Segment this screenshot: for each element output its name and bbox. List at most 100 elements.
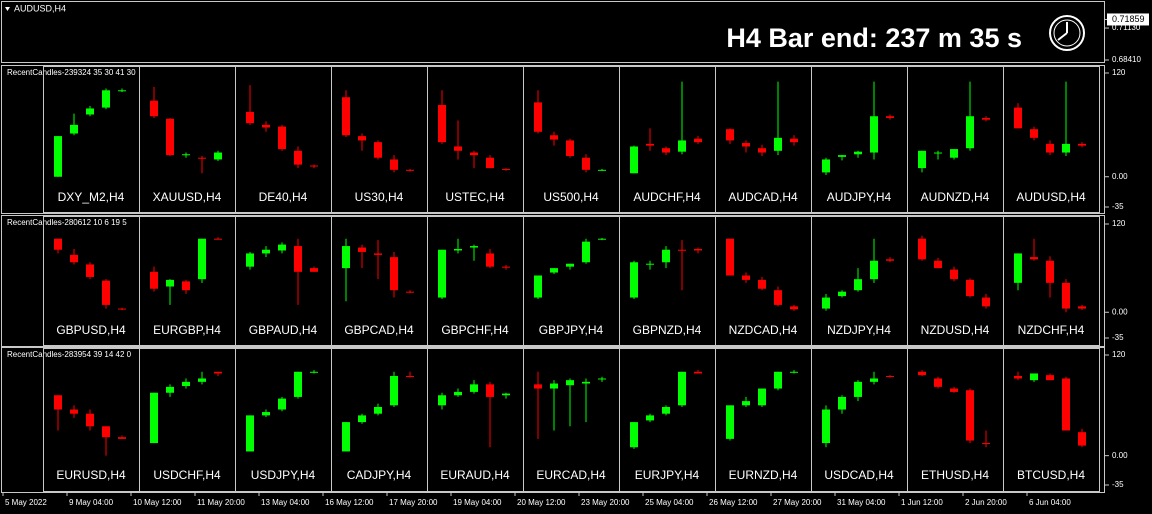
- candle-body: [182, 154, 190, 156]
- subwindow: [1, 65, 1105, 214]
- y-tick-label: 120: [1112, 350, 1126, 359]
- candle-body: [822, 159, 830, 173]
- indicator-label: RecentCandles-280612 10 6 19 5: [7, 218, 127, 227]
- candle-body: [742, 401, 750, 406]
- candle-body: [406, 291, 414, 293]
- candle-body: [822, 297, 830, 309]
- time-label: 25 May 04:00: [645, 498, 694, 507]
- candle-body: [390, 257, 398, 291]
- candle-body: [838, 396, 846, 410]
- menu-arrow[interactable]: [5, 7, 10, 11]
- candle-body: [470, 246, 478, 248]
- mini-chart-symbol: EURUSD,H4: [56, 468, 126, 482]
- candle-body: [54, 238, 62, 250]
- candle-body: [646, 415, 654, 421]
- mini-chart-symbol: USTEC,H4: [445, 190, 505, 204]
- candle-body: [470, 384, 478, 392]
- candle-body: [726, 238, 734, 276]
- mini-chart-symbol: EURJPY,H4: [635, 468, 700, 482]
- candle-body: [70, 254, 78, 263]
- candle-body: [86, 413, 94, 427]
- candle-body: [822, 409, 830, 444]
- candle-body: [870, 260, 878, 280]
- candle-body: [278, 398, 286, 410]
- candle-body: [534, 384, 542, 389]
- candle-body: [790, 306, 798, 310]
- mini-chart: [1003, 66, 1100, 213]
- candle-body: [454, 391, 462, 396]
- candle-body: [390, 159, 398, 170]
- time-label: 13 May 04:00: [261, 498, 310, 507]
- candle-body: [310, 371, 318, 373]
- candle-body: [198, 378, 206, 382]
- candle-body: [950, 149, 958, 158]
- time-label: 11 May 20:00: [197, 498, 245, 507]
- candle-body: [374, 142, 382, 158]
- mini-chart-symbol: AUDUSD,H4: [1016, 190, 1086, 204]
- candle-body: [198, 157, 206, 159]
- candle-body: [694, 371, 702, 374]
- candle-body: [486, 253, 494, 267]
- candle-body: [166, 279, 174, 287]
- candle-body: [534, 102, 542, 132]
- candle-body: [726, 405, 734, 439]
- candle-body: [630, 262, 638, 298]
- candle-body: [1062, 378, 1070, 431]
- time-label: 10 May 12:00: [133, 498, 182, 507]
- price-label: 0.71130: [1112, 23, 1141, 32]
- candle-body: [406, 375, 414, 377]
- candle-body: [1030, 257, 1038, 260]
- candle-body: [646, 143, 654, 146]
- mini-chart-symbol: XAUUSD,H4: [153, 190, 222, 204]
- indicator-label: RecentCandles-283954 39 14 42 0: [7, 350, 132, 359]
- candle-body: [886, 375, 894, 377]
- mini-chart-symbol: EURNZD,H4: [729, 468, 798, 482]
- mini-chart-symbol: CADJPY,H4: [347, 468, 412, 482]
- candle-body: [358, 415, 366, 423]
- candle-body: [854, 279, 862, 291]
- candle-body: [566, 263, 574, 267]
- candle-body: [374, 253, 382, 255]
- candle-body: [774, 290, 782, 305]
- candle-body: [934, 260, 942, 269]
- clock-icon: [1049, 15, 1085, 51]
- candle-body: [1078, 432, 1086, 446]
- candle-body: [934, 152, 942, 154]
- candle-body: [982, 297, 990, 307]
- candle-body: [1014, 375, 1022, 379]
- candle-body: [102, 426, 110, 438]
- y-tick-label: 0.00: [1112, 172, 1128, 181]
- mini-chart-symbol: AUDNZD,H4: [921, 190, 990, 204]
- mini-chart-symbol: DE40,H4: [259, 190, 308, 204]
- time-label: 23 May 20:00: [581, 498, 630, 507]
- candle-body: [86, 108, 94, 115]
- mini-chart-symbol: US30,H4: [355, 190, 404, 204]
- time-label: 27 May 20:00: [773, 498, 822, 507]
- candle-body: [1046, 375, 1054, 381]
- candle-body: [886, 259, 894, 261]
- candle-body: [262, 412, 270, 416]
- candle-body: [1046, 260, 1054, 283]
- candle-body: [598, 169, 606, 171]
- candle-body: [870, 116, 878, 153]
- mini-chart-symbol: NZDJPY,H4: [827, 323, 891, 337]
- candle-body: [390, 375, 398, 406]
- mini-chart-symbol: AUDJPY,H4: [827, 190, 892, 204]
- candle-body: [502, 168, 510, 170]
- candle-body: [582, 157, 590, 170]
- mini-chart-symbol: GBPAUD,H4: [249, 323, 318, 337]
- mini-chart-symbol: GBPNZD,H4: [633, 323, 702, 337]
- candle-body: [886, 116, 894, 118]
- candle-body: [582, 241, 590, 263]
- time-label: 5 May 2022: [5, 498, 47, 507]
- candle-body: [182, 281, 190, 291]
- candle-body: [294, 246, 302, 272]
- candle-body: [758, 388, 766, 406]
- candle-body: [150, 100, 158, 117]
- candle-body: [662, 148, 670, 153]
- y-tick-label: 0.00: [1112, 451, 1128, 460]
- candle-body: [294, 150, 302, 165]
- candle-body: [294, 371, 302, 397]
- candle-body: [438, 395, 446, 406]
